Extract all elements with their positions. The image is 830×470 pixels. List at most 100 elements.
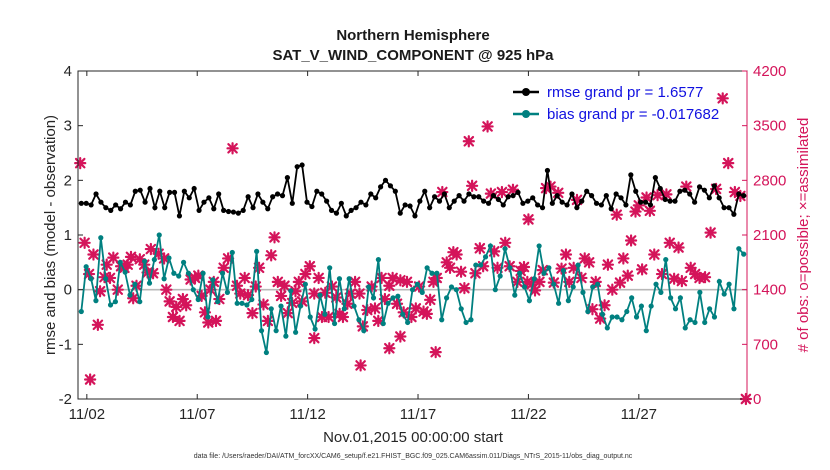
rmse-point (539, 205, 546, 211)
obs-marker (528, 284, 542, 297)
rmse-point (564, 202, 570, 208)
rmse-point (427, 205, 433, 211)
legend-label: bias grand pr = -0.017682 (547, 106, 719, 123)
y-axis-label-left: rmse and bias (model - observation) (42, 115, 59, 355)
obs-marker (383, 279, 396, 292)
obs-marker (383, 342, 396, 355)
rmse-point (132, 188, 138, 194)
legend: rmse grand pr = 1.6577 bias grand pr = -0… (513, 84, 719, 123)
bias-point (263, 349, 269, 356)
obs-marker (552, 186, 565, 199)
bias-point (395, 293, 401, 299)
bias-point (98, 235, 104, 241)
obs-marker (539, 182, 553, 195)
obs-marker (204, 283, 217, 296)
y-tick-label-left: 0 (64, 282, 72, 299)
bias-point (244, 302, 250, 308)
rmse-point (162, 205, 168, 211)
rmse-point (191, 185, 197, 192)
obs-marker (144, 242, 158, 256)
bias-point (317, 292, 323, 298)
obs-marker (221, 252, 235, 265)
bias-point (409, 287, 416, 293)
bias-point (594, 281, 601, 287)
obs-marker (559, 248, 573, 261)
bias-point (497, 273, 503, 279)
obs-marker (484, 187, 498, 200)
rmse-point (485, 200, 492, 206)
y-axis-left: -2 -1 0 1 2 3 4 (59, 63, 83, 408)
bias-point (711, 314, 718, 320)
rmse-point (613, 191, 619, 197)
rmse-point (181, 188, 187, 194)
bias-point (706, 306, 713, 312)
rmse-point (245, 194, 251, 200)
rmse-point (108, 207, 114, 213)
rmse-point (78, 200, 84, 206)
obs-marker (344, 287, 357, 300)
bias-point (346, 276, 352, 282)
obs-marker (265, 249, 278, 262)
bias-point (702, 319, 708, 326)
bias-point (468, 317, 474, 323)
obs-marker (303, 260, 316, 273)
bias-point (434, 270, 440, 276)
obs-marker (330, 291, 343, 304)
rmse-point (117, 206, 124, 212)
obs-marker (84, 373, 97, 386)
obs-marker (675, 274, 689, 288)
obs-marker (629, 205, 642, 218)
obs-marker (241, 288, 255, 302)
obs-marker (252, 261, 266, 274)
rmse-point (721, 205, 727, 211)
bias-point (180, 259, 187, 265)
obs-marker (440, 256, 453, 269)
obs-marker (586, 303, 599, 316)
x-tick-label: 11/27 (621, 406, 657, 423)
rmse-point (569, 191, 575, 197)
bias-point (176, 273, 182, 279)
rmse-point (535, 202, 541, 208)
bias-point (629, 295, 635, 301)
x-tick-label: 11/12 (289, 406, 325, 423)
bias-point (682, 325, 688, 331)
rmse-point (225, 208, 232, 215)
bias-point (482, 254, 489, 260)
bias-point (327, 265, 333, 271)
x-tick-label: 11/17 (400, 406, 436, 423)
rmse-point (260, 199, 266, 205)
bias-point (258, 328, 265, 334)
obs-marker (521, 275, 534, 288)
bias-point (507, 265, 513, 271)
obs-marker (78, 236, 91, 249)
rmse-point (584, 188, 590, 194)
rmse-point (422, 188, 428, 194)
rmse-point (559, 199, 565, 205)
obs-marker (420, 307, 433, 321)
obs-marker (292, 275, 305, 288)
bias-point (132, 281, 138, 287)
rmse-point (333, 210, 340, 216)
bias-point (541, 270, 547, 276)
bias-point (726, 281, 732, 287)
bias-point (127, 292, 133, 298)
bias-point (93, 298, 99, 304)
rmse-point (113, 202, 119, 208)
obs-marker (308, 331, 321, 345)
obs-marker (660, 188, 673, 201)
y-tick-label-left: 4 (64, 63, 72, 80)
rmse-point (731, 211, 737, 217)
bias-point (283, 333, 289, 339)
obs-marker (375, 271, 388, 285)
rmse-point (328, 207, 335, 213)
bias-point (692, 319, 698, 326)
obs-marker (312, 271, 325, 285)
bias-point (492, 287, 498, 293)
obs-marker (322, 310, 335, 324)
obs-marker (522, 213, 535, 226)
obs-marker (667, 272, 681, 285)
bias-point (687, 317, 693, 323)
bias-point (156, 232, 162, 238)
obs-marker (195, 289, 208, 303)
x-tick-label: 11/07 (179, 406, 215, 423)
